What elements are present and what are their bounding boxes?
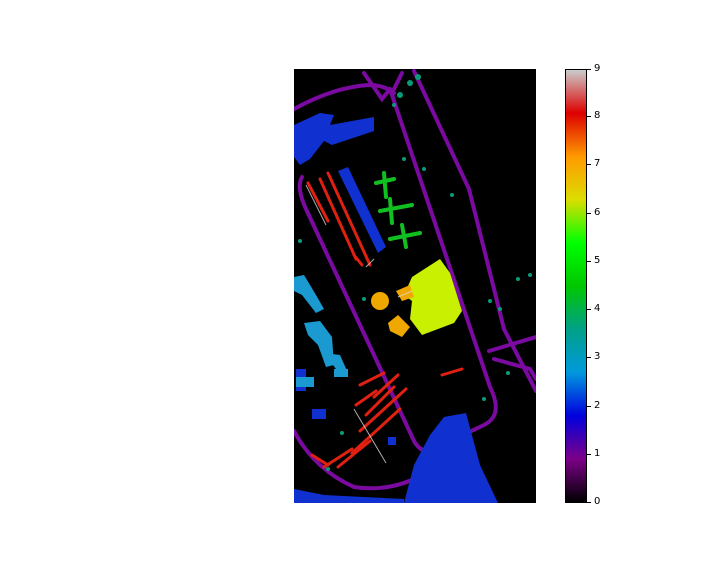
orange-annex <box>396 285 414 301</box>
class-8-strips <box>306 171 464 469</box>
orange-roundhouse <box>371 292 389 310</box>
colorbar-tick-mark <box>587 453 591 455</box>
colorbar-tick-label: 4 <box>594 303 601 315</box>
grey-outline <box>353 408 387 464</box>
colorbar-tick-label: 5 <box>594 254 601 266</box>
colorbar-tick-mark <box>587 309 591 311</box>
tree <box>450 193 454 197</box>
road-diagonal-east <box>412 69 536 393</box>
red-strip <box>372 373 400 399</box>
cyan-west-block-4 <box>296 377 314 387</box>
blue-small-block-2 <box>312 409 326 419</box>
colorbar-tick-label: 9 <box>594 63 601 74</box>
class-5-regions <box>374 171 422 249</box>
tree <box>392 103 396 107</box>
colorbar-tick-mark <box>587 502 591 503</box>
cyan-west-block-5 <box>334 369 348 377</box>
class-9-outlines <box>305 184 413 464</box>
blue-south-left-strip <box>294 489 404 503</box>
class-7-buildings <box>371 285 414 337</box>
grey-outline <box>305 184 327 226</box>
red-strip <box>358 371 386 387</box>
colorbar-tick-mark <box>587 405 591 407</box>
tree <box>326 467 330 471</box>
tree <box>516 277 520 281</box>
tree <box>498 307 502 311</box>
red-strip <box>364 385 396 417</box>
colorbar-tick-label: 2 <box>594 399 601 411</box>
road-cross-east <box>487 335 536 381</box>
red-strip <box>306 181 330 223</box>
green-structure-3 <box>388 223 422 249</box>
colorbar-tick-label: 3 <box>594 351 601 363</box>
red-strip <box>326 171 372 267</box>
red-strip <box>318 177 358 261</box>
tree <box>415 74 421 80</box>
tree <box>340 431 344 435</box>
green-structure-1 <box>374 171 396 199</box>
red-strip <box>440 367 464 377</box>
red-strip <box>310 453 330 467</box>
tree <box>397 92 403 98</box>
red-strip <box>358 387 408 433</box>
blue-small-block-4 <box>330 133 338 143</box>
tree <box>422 167 426 171</box>
tree <box>488 299 492 303</box>
tree <box>482 397 486 401</box>
classification-map <box>294 69 536 503</box>
red-strip <box>352 253 364 267</box>
red-strip <box>350 407 402 455</box>
tree <box>506 371 510 375</box>
grey-outline <box>365 258 375 268</box>
tree <box>407 80 413 86</box>
cyan-west-block-1 <box>294 275 324 313</box>
colorbar-tick-mark <box>587 69 591 70</box>
class-6-field <box>404 259 462 335</box>
class-4-trees <box>298 74 532 471</box>
colorbar-tick-mark <box>587 212 591 214</box>
class-3-regions <box>294 275 348 387</box>
classification-map-svg <box>294 69 536 503</box>
colorbar <box>565 69 587 503</box>
red-strip <box>322 447 354 469</box>
colorbar-ticks: 0 1 2 3 4 5 6 7 8 9 <box>587 63 627 507</box>
green-structure-2 <box>378 197 414 225</box>
colorbar-tick-mark <box>587 164 591 166</box>
tree <box>298 239 302 243</box>
tree <box>528 273 532 277</box>
colorbar-tick-label: 0 <box>594 496 601 507</box>
blue-south-field <box>404 413 498 503</box>
colorbar-tick-label: 7 <box>594 158 601 170</box>
tree <box>362 297 366 301</box>
colorbar-tick-mark <box>587 260 591 262</box>
grey-outline <box>397 290 413 298</box>
orange-building <box>388 315 410 337</box>
blue-center-bar <box>338 167 386 253</box>
blue-small-block-3 <box>388 437 396 445</box>
colorbar-tick-label: 8 <box>594 110 601 122</box>
red-strip <box>336 439 372 469</box>
class-2-regions <box>294 113 498 503</box>
colorbar-tick-mark <box>587 357 591 359</box>
colorbar-tick-label: 1 <box>594 447 601 459</box>
colorbar-tick-mark <box>587 116 591 118</box>
road-top-branch <box>362 71 404 103</box>
tree <box>402 157 406 161</box>
colorbar-tick-label: 6 <box>594 206 601 218</box>
red-strip <box>354 389 378 407</box>
road-left-curve <box>294 82 396 111</box>
